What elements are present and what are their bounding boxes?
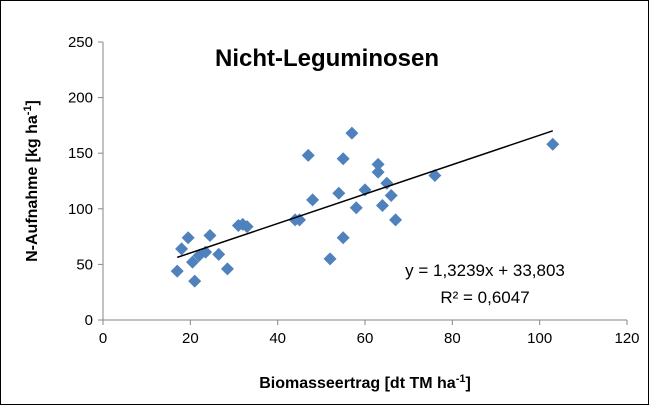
annotation: R² = 0,6047 bbox=[440, 288, 529, 307]
point bbox=[188, 274, 202, 288]
point bbox=[212, 247, 226, 261]
point bbox=[345, 126, 359, 140]
point bbox=[170, 264, 184, 278]
point bbox=[186, 255, 200, 269]
x-tick-label: 80 bbox=[444, 330, 461, 347]
x-tick-label: 100 bbox=[527, 330, 552, 347]
point bbox=[384, 188, 398, 202]
y-tick-label: 250 bbox=[68, 34, 93, 51]
point bbox=[181, 231, 195, 245]
y-tick-label: 150 bbox=[68, 145, 93, 162]
point bbox=[375, 198, 389, 212]
y-axis-label-text: ] bbox=[24, 100, 41, 105]
trendline bbox=[176, 130, 554, 259]
y-axis-label-sup: -1 bbox=[22, 105, 34, 115]
x-tick-label: 20 bbox=[182, 330, 199, 347]
point bbox=[306, 193, 320, 207]
x-axis-label-text: Biomasseertrag [dt TM ha bbox=[259, 375, 456, 392]
point bbox=[371, 165, 385, 179]
point bbox=[301, 148, 315, 162]
x-tick-label: 60 bbox=[357, 330, 374, 347]
x-tick-label: 0 bbox=[99, 330, 107, 347]
x-axis-label-sup: -1 bbox=[456, 373, 466, 385]
point bbox=[332, 186, 346, 200]
x-axis-label-text: ] bbox=[465, 375, 470, 392]
point bbox=[336, 152, 350, 166]
point bbox=[323, 252, 337, 266]
point bbox=[175, 242, 189, 256]
point bbox=[336, 231, 350, 245]
point bbox=[546, 137, 560, 151]
y-tick-label: 100 bbox=[68, 201, 93, 218]
point bbox=[389, 213, 403, 227]
y-axis-label-text: N-Aufnahme [kg ha bbox=[24, 115, 41, 262]
point bbox=[240, 220, 254, 234]
y-axis-label: N-Aufnahme [kg ha-1] bbox=[22, 100, 41, 262]
x-axis-label: Biomasseertrag [dt TM ha-1] bbox=[259, 373, 471, 392]
point bbox=[380, 176, 394, 190]
point bbox=[371, 157, 385, 171]
point bbox=[220, 262, 234, 276]
point bbox=[203, 228, 217, 242]
y-tick-label: 200 bbox=[68, 90, 93, 107]
point bbox=[349, 201, 363, 215]
annotation: y = 1,3239x + 33,803 bbox=[405, 261, 565, 280]
chart-title: Nicht-Leguminosen bbox=[215, 45, 439, 72]
y-tick-label: 50 bbox=[76, 256, 93, 273]
y-tick-label: 0 bbox=[85, 312, 93, 329]
x-tick-label: 120 bbox=[614, 330, 639, 347]
x-tick-label: 40 bbox=[269, 330, 286, 347]
